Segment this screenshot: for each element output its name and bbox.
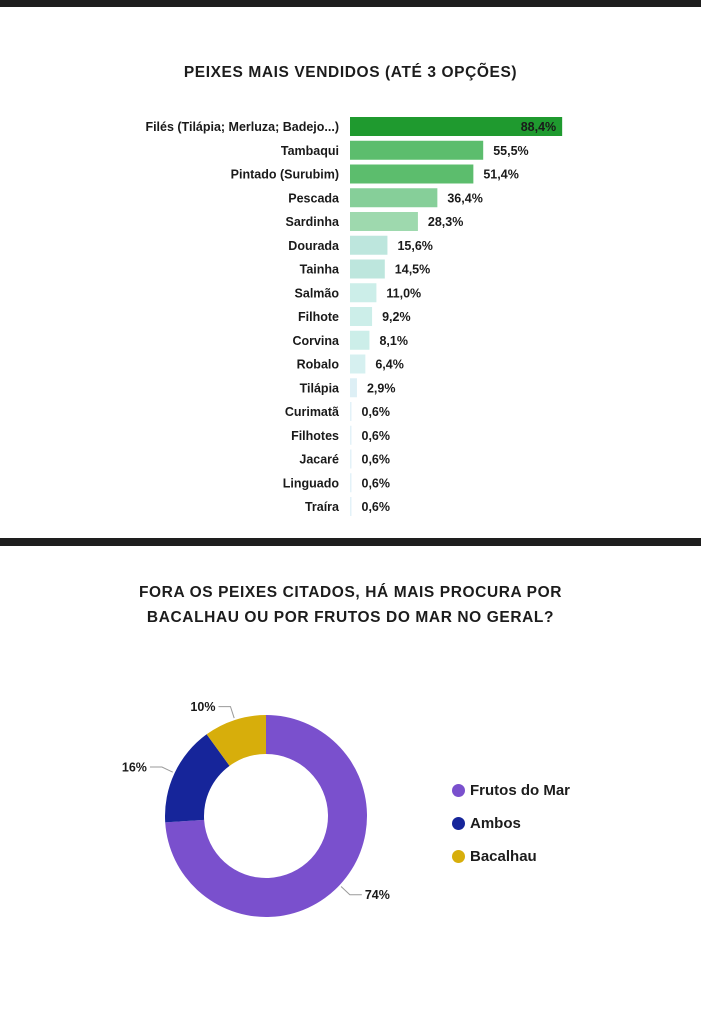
bar-7 <box>350 259 385 279</box>
slice-frutos-do-mar <box>165 715 367 917</box>
value-label: 11,0% <box>386 286 421 300</box>
legend-item: Bacalhau <box>452 840 570 873</box>
value-label: 88,4% <box>521 120 556 134</box>
bar-9 <box>350 307 373 326</box>
category-label: Robalo <box>297 358 340 372</box>
category-label: Linguado <box>283 476 340 490</box>
leader-line <box>340 886 362 896</box>
value-label: 9,2% <box>382 310 411 324</box>
category-label: Dourada <box>288 239 340 253</box>
bar-6 <box>350 235 388 255</box>
legend-marker <box>452 817 465 830</box>
category-label: Jacaré <box>299 453 339 467</box>
donut-chart-title: FORA OS PEIXES CITADOS, HÁ MAIS PROCURA … <box>0 580 701 630</box>
value-label: 0,6% <box>362 453 391 467</box>
value-label: 15,6% <box>397 239 432 253</box>
bar-5 <box>350 212 418 231</box>
legend-marker <box>452 850 465 863</box>
legend-label: Bacalhau <box>470 848 537 865</box>
bar-13 <box>350 402 352 421</box>
bar-1 <box>350 117 563 136</box>
leader-line <box>218 706 235 719</box>
value-label: 0,6% <box>362 429 391 443</box>
bar-chart: Filés (Tilápia; Merluza; Badejo...) 88,4%… <box>145 117 563 516</box>
category-label: Tainha <box>300 263 340 277</box>
value-label: 0,6% <box>362 500 391 514</box>
slice-label: 16% <box>122 761 147 775</box>
category-label: Pescada <box>288 191 340 205</box>
leader-line <box>149 766 174 773</box>
donut-chart: 74% 16% 10% <box>122 700 390 917</box>
value-label: 28,3% <box>428 215 463 229</box>
category-label: Filés (Tilápia; Merluza; Badejo...) <box>145 120 339 134</box>
slice-ambos <box>164 734 230 823</box>
value-label: 0,6% <box>362 476 391 490</box>
legend-item: Frutos do Mar <box>452 774 570 807</box>
value-label: 2,9% <box>367 381 396 395</box>
bar-17 <box>350 497 352 516</box>
category-label: Tambaqui <box>281 144 339 158</box>
category-label: Curimatã <box>285 405 339 419</box>
value-label: 14,5% <box>395 263 430 277</box>
donut-title-line-1: FORA OS PEIXES CITADOS, HÁ MAIS PROCURA … <box>138 584 563 601</box>
bar-2 <box>350 140 484 160</box>
category-label: Filhote <box>298 310 339 324</box>
value-label: 55,5% <box>493 144 528 158</box>
slice-label: 10% <box>190 700 215 714</box>
bar-3 <box>350 164 474 184</box>
value-label: 8,1% <box>379 334 408 348</box>
bar-11 <box>350 354 366 374</box>
category-label: Tilápia <box>300 381 340 395</box>
bar-10 <box>350 330 370 350</box>
bar-8 <box>350 283 377 303</box>
slice-bacalhau <box>206 715 266 766</box>
value-label: 6,4% <box>375 358 404 372</box>
bar-chart-title: PEIXES MAIS VENDIDOS (ATÉ 3 OPÇÕES) <box>183 64 518 81</box>
donut-title-line-2: BACALHAU OU POR FRUTOS DO MAR NO GERAL? <box>146 609 555 626</box>
category-label: Filhotes <box>291 429 339 443</box>
slice-label: 74% <box>365 888 390 902</box>
bar-4 <box>350 188 438 208</box>
bar-14 <box>350 425 352 445</box>
top-divider <box>0 0 701 7</box>
bar-16 <box>350 473 352 493</box>
legend-label: Ambos <box>470 815 521 832</box>
bar-15 <box>350 449 352 469</box>
legend-item: Ambos <box>452 807 570 840</box>
category-label: Salmão <box>295 286 340 300</box>
value-label: 36,4% <box>447 191 482 205</box>
legend-label: Frutos do Mar <box>470 782 570 799</box>
category-label: Pintado (Surubim) <box>231 168 339 182</box>
category-label: Traíra <box>305 500 340 514</box>
bar-12 <box>350 378 357 398</box>
legend-marker <box>452 784 465 797</box>
category-label: Sardinha <box>286 215 341 229</box>
donut-legend: Frutos do Mar Ambos Bacalhau <box>452 774 570 873</box>
category-label: Corvina <box>292 334 340 348</box>
section-divider <box>0 538 701 546</box>
value-label: 0,6% <box>362 405 391 419</box>
value-label: 51,4% <box>483 168 518 182</box>
